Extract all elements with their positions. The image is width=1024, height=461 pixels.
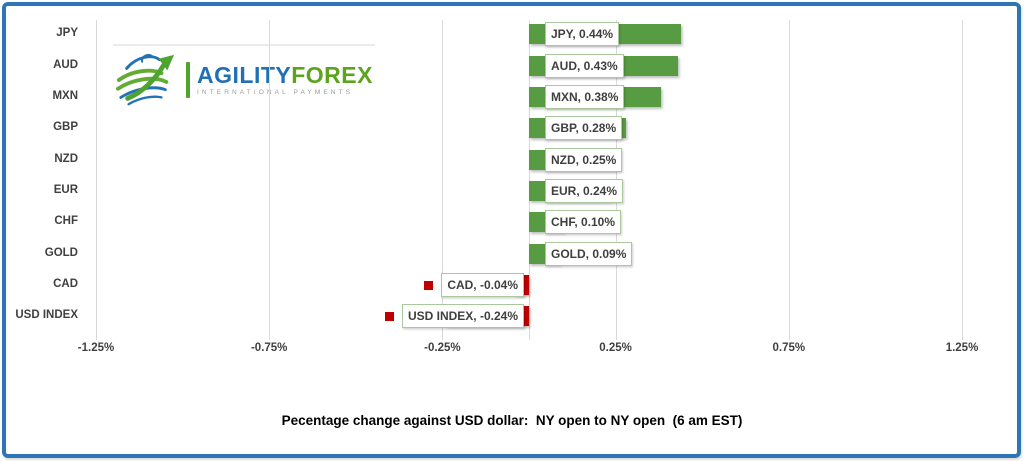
data-label: GOLD, 0.09% [545, 241, 633, 266]
category-label: EUR [53, 183, 78, 196]
data-label-group: USD INDEX, -0.24% [384, 304, 524, 329]
legend-key-icon [424, 280, 434, 290]
gridline [269, 20, 271, 340]
logo-brand-text: AGILITYFOREX [197, 63, 373, 87]
data-label: EUR, 0.24% [545, 178, 624, 203]
category-label: CHF [54, 215, 78, 228]
category-label: USD INDEX [15, 309, 78, 322]
x-axis-tick-label: 0.25% [599, 342, 632, 354]
category-label: MXN [52, 89, 78, 102]
x-axis-tick-label: -1.25% [77, 342, 115, 354]
chart-title: Pecentage change against USD dollar: NY … [281, 413, 743, 428]
logo-tagline: INTERNATIONAL PAYMENTS [197, 89, 354, 96]
gridline [442, 20, 444, 340]
x-axis-tick-label: 0.75% [772, 342, 806, 354]
logo-brand-agility: AGILITY [197, 62, 292, 88]
category-label: CAD [53, 278, 78, 290]
agilityforex-globe-icon [116, 53, 175, 105]
x-axis-tick-label: -0.25% [424, 342, 461, 354]
logo-brand-forex: FOREX [291, 62, 373, 88]
category-label: NZD [54, 152, 78, 165]
gridline [96, 20, 97, 340]
data-label: MXN, 0.38% [545, 84, 625, 109]
category-label: JPY [56, 27, 78, 40]
zero-axis-line [529, 20, 530, 340]
data-label: JPY, 0.44% [545, 22, 620, 47]
legend-key-icon [384, 311, 394, 321]
data-label: USD INDEX, -0.24% [401, 304, 524, 329]
category-label: AUD [53, 58, 78, 71]
gridline [962, 20, 963, 340]
data-label: NZD, 0.25% [545, 147, 623, 172]
x-axis-tick-label: 1.25% [945, 342, 979, 354]
x-axis-tick-label: -0.75% [250, 342, 288, 354]
agilityforex-logo: AGILITYFOREX INTERNATIONAL PAYMENTS [113, 44, 375, 110]
logo-divider [186, 61, 190, 98]
data-label: CHF, 0.10% [545, 210, 622, 235]
data-label: AUD, 0.43% [545, 53, 624, 78]
data-label: CAD, -0.04% [441, 273, 524, 297]
category-label: GOLD [44, 246, 78, 259]
category-label: GBP [53, 121, 78, 134]
data-label: GBP, 0.28% [545, 116, 623, 141]
gridline [788, 20, 790, 340]
data-label-group: CAD, -0.04% [424, 273, 524, 297]
